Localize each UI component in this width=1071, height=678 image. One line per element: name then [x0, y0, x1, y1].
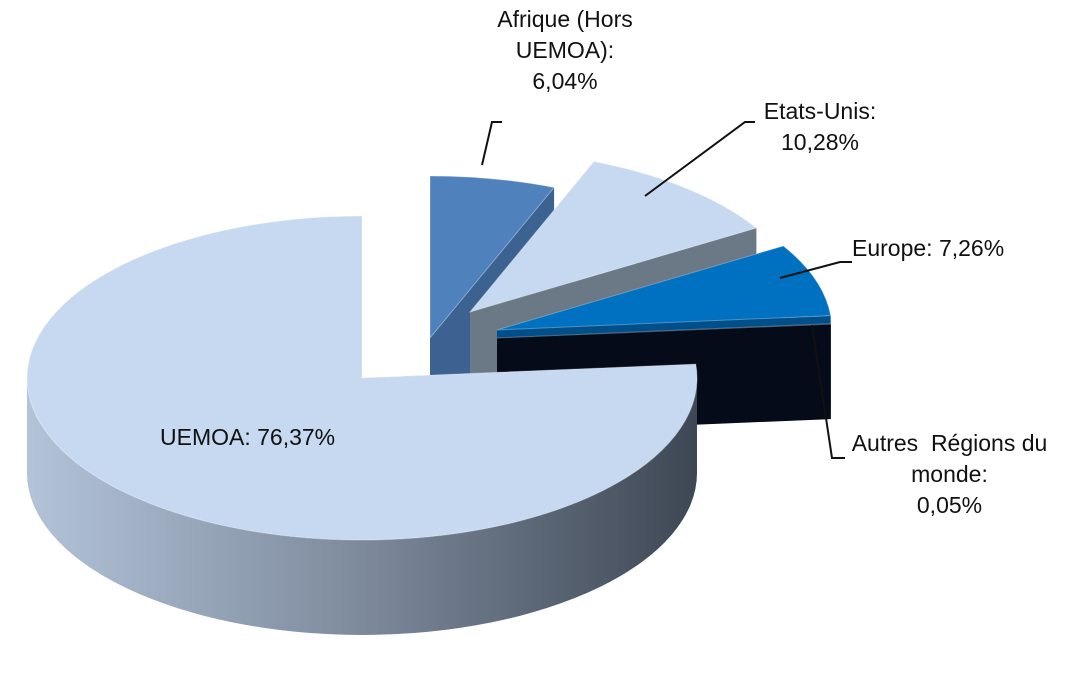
value-label: 7,26% — [938, 235, 1005, 261]
category-label: Afrique (Hors UEMOA): — [497, 6, 640, 63]
leader-line — [644, 121, 755, 197]
label-etats-unis: Etats-Unis: 10,28% — [735, 96, 905, 158]
leader-line — [811, 324, 845, 459]
category-label: Autres Régions du monde: — [851, 430, 1054, 487]
value-label: 0,05% — [916, 492, 983, 518]
label-europe: Europe: 7,26% — [852, 233, 1062, 264]
leader-line — [779, 261, 852, 279]
slice — [468, 160, 758, 313]
slice-wall — [27, 378, 697, 635]
slice — [26, 215, 698, 541]
category-label: Europe: — [852, 235, 933, 261]
value-label: 10,28% — [780, 129, 859, 155]
value-label: 6,04% — [532, 68, 598, 94]
category-label: UEMOA: — [160, 424, 251, 450]
slice — [429, 175, 556, 340]
value-label: 76,37% — [257, 424, 336, 450]
label-afrique: Afrique (Hors UEMOA): 6,04% — [480, 4, 650, 97]
label-uemoa: UEMOA: 76,37% — [160, 422, 420, 453]
leader-line — [481, 121, 502, 166]
slice — [496, 323, 832, 339]
slice — [496, 245, 832, 331]
category-label: Etats-Unis: — [763, 98, 877, 124]
label-autres: Autres Régions du monde: 0,05% — [842, 428, 1057, 521]
